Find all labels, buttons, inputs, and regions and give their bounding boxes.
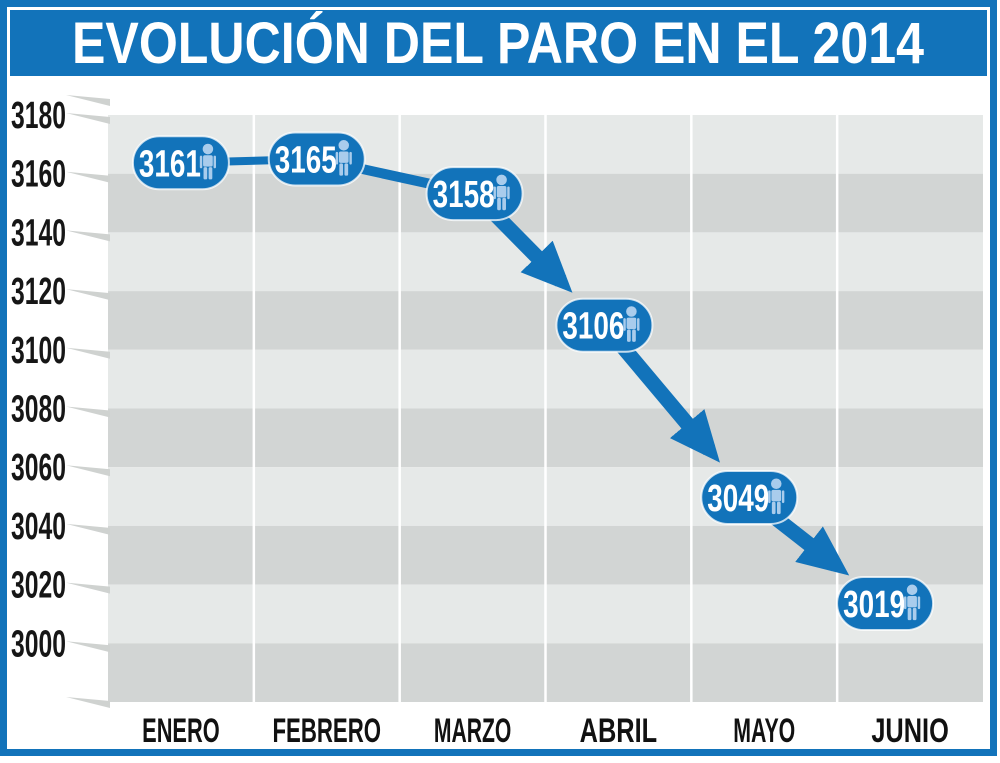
axis-tick xyxy=(66,465,110,477)
y-axis-label: 3160 xyxy=(11,154,66,196)
axis-tick xyxy=(66,289,110,301)
axis-tick-bottom xyxy=(66,697,110,708)
data-point-pill: 3158 xyxy=(425,166,524,222)
y-axis-label: 3140 xyxy=(11,212,66,254)
x-axis-label: ENERO xyxy=(142,712,220,750)
y-axis-label: 3180 xyxy=(11,95,66,137)
axis-tick xyxy=(66,582,110,594)
data-point-value: 3161 xyxy=(139,143,201,185)
person-icon xyxy=(199,143,217,180)
data-point-value: 3165 xyxy=(275,140,337,182)
data-point-pill: 3049 xyxy=(700,469,799,525)
y-axis-label: 3060 xyxy=(11,447,66,489)
axis-tick xyxy=(66,406,110,418)
data-point-value: 3106 xyxy=(562,306,624,348)
x-axis-label: MARZO xyxy=(434,712,512,750)
data-point-pill: 3106 xyxy=(555,297,654,353)
data-point-pill: 3165 xyxy=(267,131,366,187)
x-axis-label: FEBRERO xyxy=(273,712,382,750)
axis-tick xyxy=(66,171,110,183)
data-point-value: 3049 xyxy=(707,478,769,520)
person-icon xyxy=(493,174,510,211)
data-point-value: 3158 xyxy=(433,174,495,216)
data-point-value: 3019 xyxy=(843,584,905,626)
y-axis-label: 3080 xyxy=(11,389,66,431)
decline-arrow xyxy=(486,206,573,293)
axis-tick-top xyxy=(66,95,110,106)
chart-title-svg: EVOLUCIÓN DEL PARO EN EL 2014 xyxy=(72,11,924,76)
decline-arrow xyxy=(614,339,720,463)
axis-tick xyxy=(66,347,110,359)
y-axis-label: 3100 xyxy=(11,330,66,372)
axis-tick xyxy=(66,641,110,653)
axis-tick xyxy=(66,113,110,124)
y-axis-label: 3020 xyxy=(11,565,66,607)
data-point-pill: 3161 xyxy=(131,135,230,191)
person-icon xyxy=(903,584,921,621)
person-icon xyxy=(335,140,352,176)
person-icon xyxy=(768,478,785,515)
x-axis-label: ABRIL xyxy=(580,712,658,750)
data-point-pill: 3019 xyxy=(836,576,935,632)
y-axis-label: 3120 xyxy=(11,271,66,313)
chart-title: EVOLUCIÓN DEL PARO EN EL 2014 xyxy=(72,11,924,76)
axis-tick xyxy=(66,523,110,535)
chart-title-bar: EVOLUCIÓN DEL PARO EN EL 2014 xyxy=(10,10,987,76)
axis-tick xyxy=(66,230,110,242)
person-icon xyxy=(623,306,640,342)
y-axis-label: 3000 xyxy=(11,623,66,665)
x-axis-label: JUNIO xyxy=(871,712,949,750)
x-axis-label: MAYO xyxy=(733,712,795,750)
y-axis-label: 3040 xyxy=(11,506,66,548)
